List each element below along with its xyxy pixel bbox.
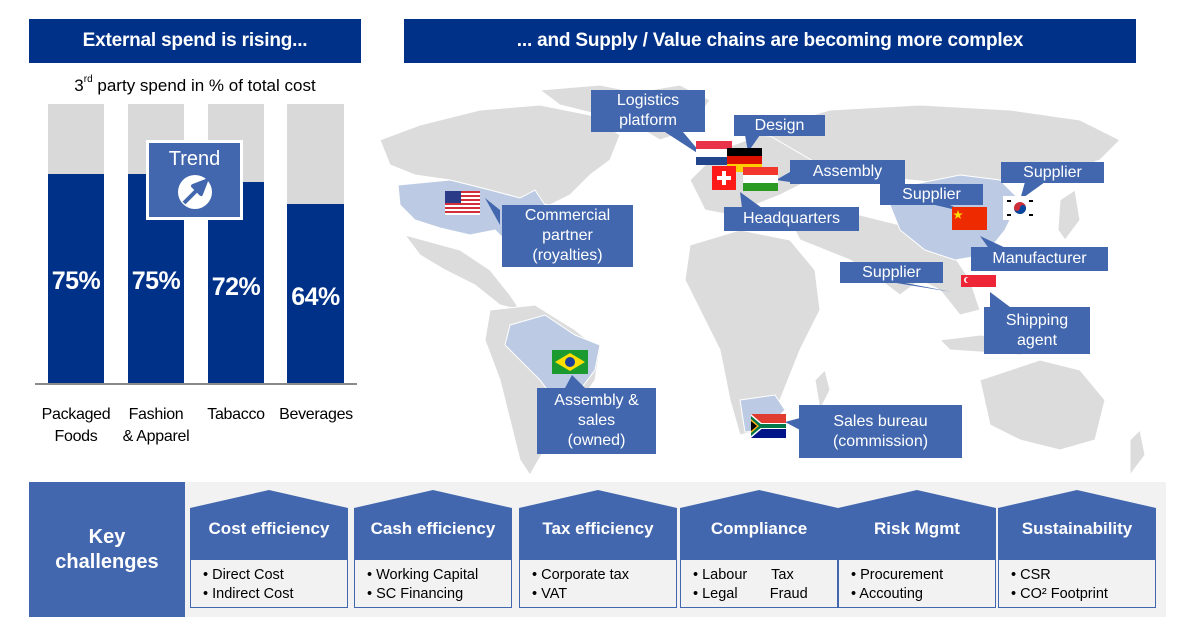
challenge-title: Risk Mgmt — [874, 519, 960, 538]
key-challenges-label: Key challenges — [29, 482, 185, 617]
challenge-bullets: • CSR • CO² Footprint — [998, 559, 1156, 608]
challenge-title: Compliance — [710, 519, 808, 538]
challenge-title: Sustainability — [1021, 519, 1133, 538]
callout-headquarters: Headquarters — [724, 207, 859, 231]
switzerland-flag-icon — [712, 166, 736, 190]
challenge-bullets: • Direct Cost • Indirect Cost — [190, 559, 348, 608]
subtitle-sup: rd — [83, 74, 93, 86]
challenge-risk-mgmt: Risk Mgmt • Procurement • Accouting — [838, 490, 996, 608]
right-header: ... and Supply / Value chains are becomi… — [404, 19, 1136, 63]
trend-label: Trend — [168, 148, 221, 170]
bar-label-3: 72% — [211, 273, 261, 301]
singapore-flag-icon — [961, 275, 996, 287]
callout-assembly-sales-brazil: Assembly & sales (owned) — [537, 388, 656, 454]
callout-pointers — [485, 132, 1045, 430]
callout-design: Design — [734, 115, 825, 136]
challenge-title: Cost efficiency — [208, 519, 330, 538]
netherlands-flag-icon — [696, 141, 732, 165]
bar-label-2: 75% — [131, 267, 181, 295]
trend-box: Trend — [146, 140, 243, 220]
category-label-4: Beverages — [279, 406, 353, 423]
bar-label-1: 75% — [51, 267, 101, 295]
left-header: External spend is rising... — [29, 19, 361, 63]
bar-label-4: 64% — [291, 283, 340, 311]
subtitle-rest: party spend in % of total cost — [92, 76, 316, 95]
china-flag-icon — [952, 207, 987, 230]
south-korea-flag-icon — [1003, 196, 1037, 220]
challenge-compliance: Compliance • Labour Tax • Legal Fraud — [680, 490, 838, 608]
callout-supplier-korea: Supplier — [1001, 162, 1104, 183]
challenge-cost-efficiency: Cost efficiency • Direct Cost • Indirect … — [190, 490, 348, 608]
callout-supplier-china: Supplier — [880, 184, 983, 205]
callout-sales-bureau: Sales bureau (commission) — [799, 405, 962, 458]
chart-baseline — [35, 383, 357, 385]
callout-supplier-singapore: Supplier — [840, 262, 943, 283]
callout-commercial-partner: Commercial partner (royalties) — [502, 205, 633, 267]
challenge-bullets: • Working Capital • SC Financing — [354, 559, 512, 608]
brazil-flag-icon — [552, 350, 588, 374]
callout-logistics-platform: Logistics platform — [591, 90, 705, 132]
category-label-2: Fashion & Apparel — [122, 406, 190, 445]
callout-shipping-agent: Shipping agent — [984, 307, 1090, 354]
usa-flag-icon — [445, 191, 480, 215]
bar-value-1 — [48, 174, 104, 384]
challenge-sustainability: Sustainability • CSR • CO² Footprint — [998, 490, 1156, 608]
challenge-title: Cash efficiency — [370, 519, 496, 538]
bar-value-4 — [287, 204, 344, 384]
challenge-bullets: • Corporate tax • VAT — [519, 559, 677, 608]
callout-assembly-hungary: Assembly — [790, 160, 905, 184]
chart-subtitle: 3rd party spend in % of total cost — [30, 74, 360, 96]
challenge-bullets: • Labour Tax • Legal Fraud — [680, 559, 838, 608]
challenge-title: Tax efficiency — [542, 519, 654, 538]
challenge-bullets: • Procurement • Accouting — [838, 559, 996, 608]
hungary-flag-icon — [743, 167, 778, 191]
category-label-1: Packaged Foods — [41, 406, 111, 445]
arrow-up-right-circle-icon — [177, 175, 212, 209]
callout-manufacturer: Manufacturer — [971, 247, 1108, 271]
category-label-3: Tabacco — [207, 406, 265, 423]
subtitle-prefix: 3 — [74, 76, 84, 95]
challenge-cash-efficiency: Cash efficiency • Working Capital • SC Fi… — [354, 490, 512, 608]
challenge-tax-efficiency: Tax efficiency • Corporate tax • VAT — [519, 490, 677, 608]
south-africa-flag-icon — [751, 414, 786, 438]
